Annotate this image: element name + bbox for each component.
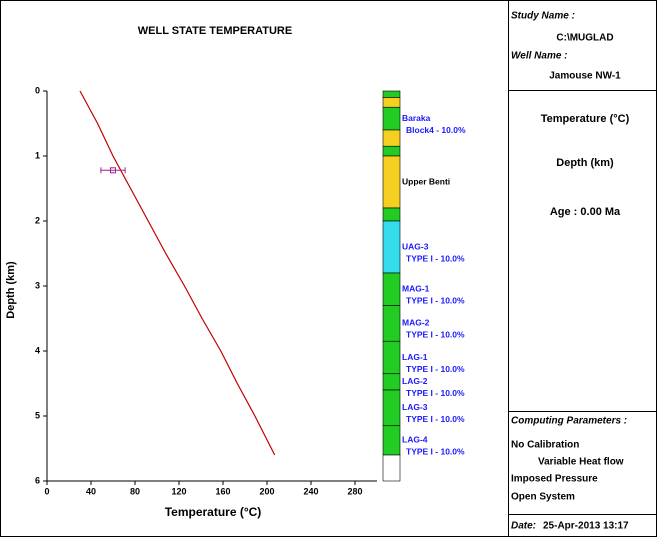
page: WELL STATE TEMPERATURE Temperature (°C) … — [0, 0, 657, 542]
param: Imposed Pressure — [511, 474, 598, 485]
layer-label: LAG-3 — [402, 402, 428, 412]
y-tick-label: 0 — [35, 85, 40, 95]
layer-label: MAG-2 — [402, 318, 430, 328]
layer-sublabel: TYPE I - 10.0% — [406, 330, 465, 340]
layer — [383, 146, 400, 156]
chart: WELL STATE TEMPERATURE Temperature (°C) … — [0, 0, 657, 537]
chart-title: WELL STATE TEMPERATURE — [138, 25, 292, 37]
info-label: Well Name : — [511, 51, 568, 62]
layer — [383, 273, 400, 306]
info-label: Computing Parameters : — [511, 416, 627, 427]
layer — [383, 107, 400, 130]
layer-label: Upper Benti — [402, 176, 450, 186]
layer — [383, 341, 400, 374]
x-tick-label: 120 — [171, 486, 186, 496]
x-tick-label: 160 — [215, 486, 230, 496]
x-tick-label: 200 — [259, 486, 274, 496]
layer — [383, 426, 400, 455]
info-value: Temperature (°C) — [541, 113, 630, 125]
layer-sublabel: TYPE I - 10.0% — [406, 296, 465, 306]
x-tick-label: 280 — [347, 486, 362, 496]
layer-label: LAG-4 — [402, 435, 428, 445]
layer — [383, 306, 400, 342]
layer-sublabel: TYPE I - 10.0% — [406, 388, 465, 398]
param: No Calibration — [511, 440, 579, 451]
layer-sublabel: TYPE I - 10.0% — [406, 364, 465, 374]
layer — [383, 374, 400, 390]
layer — [383, 221, 400, 273]
layer-label: UAG-3 — [402, 241, 429, 251]
layer-sublabel: TYPE I - 10.0% — [406, 414, 465, 424]
info-value: 25-Apr-2013 13:17 — [543, 521, 629, 532]
layer — [383, 208, 400, 221]
info-value: C:\MUGLAD — [556, 33, 613, 44]
layer-sublabel: TYPE I - 10.0% — [406, 447, 465, 457]
layer — [383, 390, 400, 426]
x-tick-label: 80 — [130, 486, 140, 496]
layer — [383, 156, 400, 208]
x-tick-label: 0 — [44, 486, 49, 496]
y-tick-label: 4 — [35, 345, 40, 355]
info-label: Study Name : — [511, 11, 575, 22]
layer — [383, 130, 400, 146]
x-tick-label: 40 — [86, 486, 96, 496]
layer-sublabel: Block4 - 10.0% — [406, 125, 466, 135]
y-tick-label: 3 — [35, 280, 40, 290]
layer-label: LAG-1 — [402, 352, 428, 362]
y-tick-label: 1 — [35, 150, 40, 160]
x-tick-label: 240 — [303, 486, 318, 496]
x-axis-label: Temperature (°C) — [165, 505, 262, 519]
y-axis-label: Depth (km) — [5, 261, 17, 319]
layer-label: LAG-2 — [402, 376, 428, 386]
layer — [383, 91, 400, 98]
layer — [383, 455, 400, 481]
layer-label: Baraka — [402, 113, 431, 123]
y-tick-label: 5 — [35, 410, 40, 420]
info-value: Age : 0.00 Ma — [550, 206, 621, 218]
y-tick-label: 6 — [35, 475, 40, 485]
layer — [383, 98, 400, 108]
param: Open System — [511, 492, 575, 503]
param: Variable Heat flow — [538, 457, 624, 468]
info-value: Depth (km) — [556, 157, 614, 169]
info-value: Jamouse NW-1 — [549, 71, 621, 82]
y-tick-label: 2 — [35, 215, 40, 225]
info-label: Date: — [511, 521, 536, 532]
layer-sublabel: TYPE I - 10.0% — [406, 253, 465, 263]
layer-label: MAG-1 — [402, 284, 430, 294]
